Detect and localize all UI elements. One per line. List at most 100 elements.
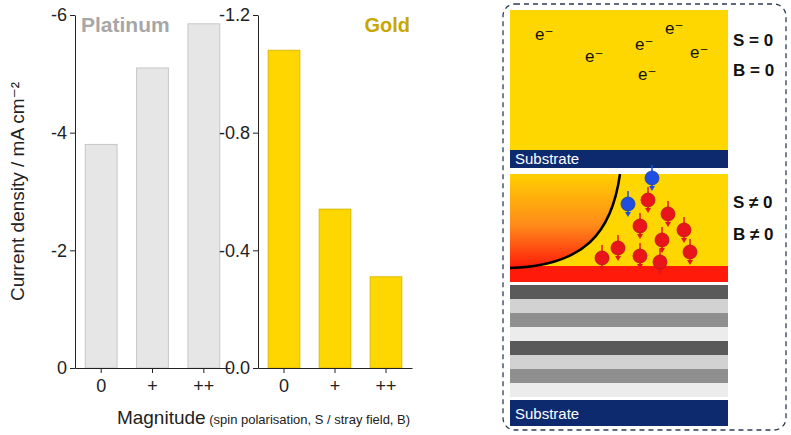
tick-label: -6 [51, 5, 67, 25]
tick-mark [253, 250, 258, 251]
tick: -1.2 [219, 5, 258, 25]
tick: -6 [51, 5, 75, 25]
tick: 0 [279, 368, 289, 396]
multilayer-stripe [510, 313, 728, 327]
spin-arrow-head [625, 212, 631, 217]
electron: e⁻ [585, 47, 603, 66]
tick: -2 [51, 241, 75, 261]
x-axis-title: Magnitude (spin polarisation, S / stray … [117, 407, 410, 428]
x-axis-title-note: (spin polarisation, S / stray field, B) [206, 412, 410, 427]
spin-sphere [677, 223, 691, 237]
spin-arrow-head [681, 238, 687, 243]
tick-mark [70, 250, 75, 251]
multilayer-stripe [510, 299, 728, 313]
panel-title: Platinum [81, 13, 170, 36]
substrate [510, 400, 728, 426]
spin-arrow-head [615, 256, 621, 261]
spin-red [653, 249, 667, 275]
spin-red [641, 187, 655, 213]
x-axis: 0+++ [259, 368, 413, 396]
tick-mark [70, 15, 75, 16]
spin-red [677, 217, 691, 243]
tick: 0 [57, 358, 75, 378]
y-axis: -1.2-0.8-0.40.0 [219, 5, 259, 378]
bar [85, 144, 117, 368]
spin-arrow-head [665, 222, 671, 227]
multilayer-stripe [510, 341, 728, 355]
tick-mark [70, 368, 75, 369]
field-line [510, 174, 620, 268]
electron: e⁻ [535, 25, 553, 44]
axis-line [75, 16, 76, 369]
bar [370, 277, 402, 368]
spin-sphere [633, 219, 647, 233]
spin-sphere [683, 245, 697, 259]
spin-blue [621, 191, 635, 217]
tick-mark [284, 368, 285, 373]
bar [137, 68, 169, 368]
spin-sphere [645, 171, 659, 185]
tick-label: -0.4 [219, 241, 250, 261]
tick-mark [101, 368, 102, 373]
multilayer-stripe [510, 369, 728, 383]
tick: -4 [51, 123, 75, 143]
metal-film [510, 10, 728, 150]
spin-sphere [641, 193, 655, 207]
electron: e⁻ [635, 35, 653, 54]
substrate [510, 150, 728, 168]
spin-arrow-head [637, 234, 643, 239]
spin-red [655, 227, 669, 253]
spin-sphere [661, 207, 675, 221]
spin-sphere [633, 249, 647, 263]
page: -6-4-200+++PlatinumCurrent density / mA … [0, 0, 791, 435]
tick-label: -1.2 [219, 5, 250, 25]
spin-red [611, 235, 625, 261]
tick-mark [253, 368, 258, 369]
bar [268, 50, 300, 368]
tick-mark [70, 133, 75, 134]
tick-label: -2 [51, 241, 67, 261]
bars [85, 24, 219, 368]
state-label: S ≠ 0 [733, 193, 773, 212]
spin-red [633, 243, 647, 269]
electron: e⁻ [638, 65, 656, 84]
tick-label: ++ [375, 376, 396, 396]
tick-label: + [330, 376, 341, 396]
polarised-region [510, 174, 620, 268]
tick: 0 [96, 368, 106, 396]
multilayer-stripe [510, 327, 728, 341]
spin-sphere [655, 233, 669, 247]
y-axis-title: Current density / mA cm⁻² [7, 82, 28, 301]
x-axis-title-main: Magnitude [117, 407, 206, 428]
state-label: S = 0 [733, 31, 773, 50]
axis-line [258, 16, 259, 369]
state-label: B = 0 [733, 61, 774, 80]
diagram: Substratee⁻e⁻e⁻e⁻e⁻e⁻S = 0B = 0Substrate… [503, 4, 786, 430]
spin-red [595, 245, 609, 271]
metal-film [510, 174, 728, 282]
electron: e⁻ [690, 43, 708, 62]
spin-blue [645, 165, 659, 191]
substrate-label: Substrate [515, 150, 579, 167]
tick-label: -4 [51, 123, 67, 143]
spin-sphere [621, 197, 635, 211]
tick: -0.4 [219, 241, 258, 261]
tick-mark [253, 133, 258, 134]
tick-label: + [147, 376, 158, 396]
panel-title: Gold [364, 14, 410, 36]
tick: + [330, 368, 341, 396]
tick-label: -0.8 [219, 123, 250, 143]
tick-mark [335, 368, 336, 373]
spin-red [661, 201, 675, 227]
panel: -6-4-200+++Platinum [51, 5, 231, 396]
multilayer-stripe [510, 355, 728, 369]
tick: + [147, 368, 158, 396]
diagram-frame [503, 4, 786, 430]
spin-arrow-head [599, 266, 605, 271]
bar [188, 24, 220, 368]
bars [268, 50, 402, 368]
y-axis: -6 -4 -2 0 [51, 5, 76, 378]
multilayer-stripe [510, 285, 728, 299]
spin-sphere [653, 255, 667, 269]
bar [319, 209, 351, 368]
